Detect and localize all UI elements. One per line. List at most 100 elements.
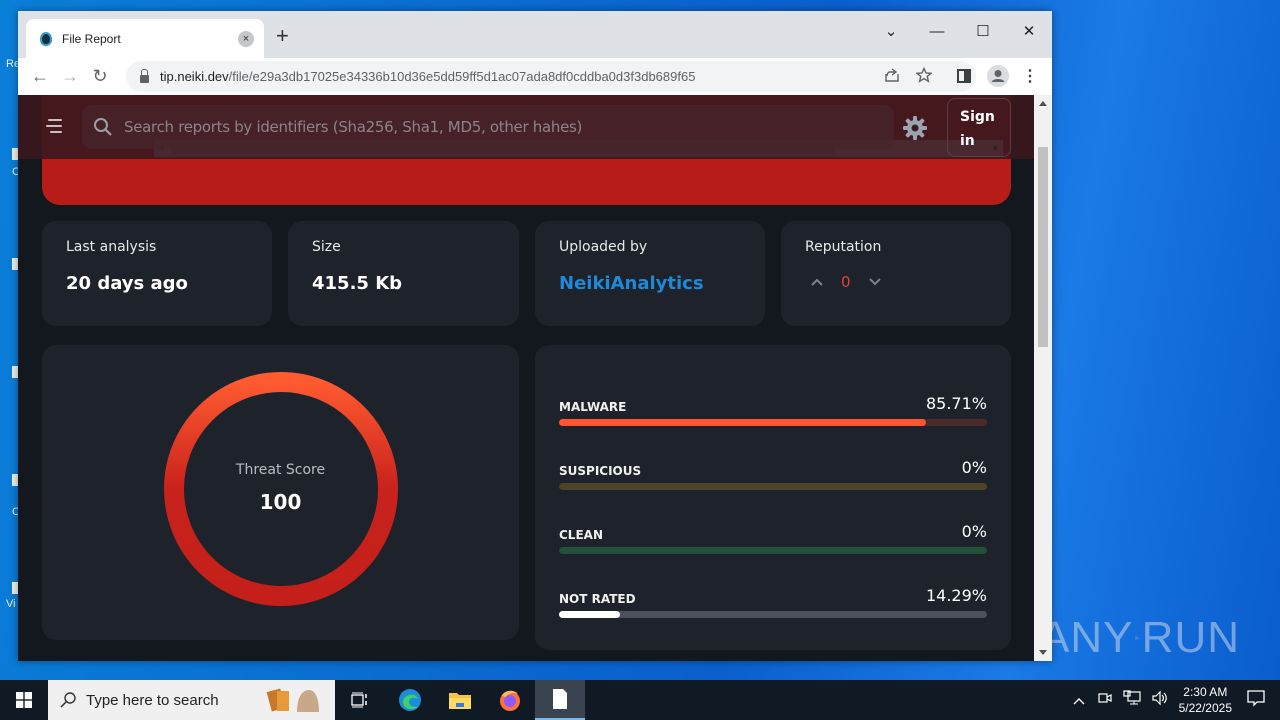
tab-strip: File Report × + ⌄ — ☐ ✕	[18, 11, 1052, 58]
task-view-button[interactable]	[335, 680, 385, 720]
threat-score-title: Threat Score	[235, 462, 326, 478]
network-icon[interactable]	[1123, 689, 1141, 711]
uploader-link[interactable]: NeikiAnalytics	[559, 273, 704, 294]
notifications-icon[interactable]	[1246, 688, 1266, 713]
system-tray: 2:30 AM 5/22/2025	[1073, 680, 1280, 720]
side-panel-icon	[957, 69, 971, 83]
verdict-label: MALWARE	[559, 400, 627, 414]
verdict-row-malware: MALWARE 85.71%	[559, 394, 987, 426]
desktop-file-icon[interactable]	[12, 366, 20, 378]
taskbar-clock[interactable]: 2:30 AM 5/22/2025	[1179, 684, 1232, 716]
volume-icon[interactable]	[1151, 690, 1169, 711]
firefox-taskbar-button[interactable]	[485, 680, 535, 720]
verdict-row-clean: CLEAN 0%	[559, 522, 987, 554]
verdict-percent: 0%	[961, 522, 987, 541]
lock-icon	[140, 68, 149, 83]
threat-score-value: 100	[259, 490, 302, 514]
url-host: tip.neiki.dev	[160, 69, 229, 84]
edge-icon	[399, 689, 421, 711]
sign-in-button[interactable]: Sign in	[947, 98, 1011, 157]
reputation-voter: 0	[811, 273, 881, 291]
close-window-button[interactable]: ✕	[1022, 23, 1036, 40]
side-panel-button[interactable]	[950, 62, 978, 90]
play-logo-icon	[1135, 636, 1140, 640]
reputation-value: 0	[841, 273, 851, 291]
verdict-bar-fill	[559, 611, 621, 618]
stat-value: 20 days ago	[66, 273, 188, 294]
scroll-up-icon[interactable]	[1039, 101, 1047, 106]
desktop-file-icon[interactable]	[12, 582, 20, 594]
new-tab-button[interactable]: +	[276, 23, 289, 48]
verdict-bar-track	[559, 419, 987, 426]
browser-toolbar: ← → ↻ tip.neiki.dev/file/e29a3db17025e34…	[18, 58, 1052, 95]
firefox-icon	[500, 690, 520, 711]
taskbar-search-box[interactable]: Type here to search	[48, 680, 335, 720]
verdict-row-not-rated: NOT RATED 14.29%	[559, 586, 987, 618]
verdict-label: NOT RATED	[559, 592, 636, 606]
close-tab-icon[interactable]: ×	[238, 30, 254, 47]
sign-in-label: Sign	[960, 109, 995, 125]
hamburger-menu-icon[interactable]	[46, 119, 62, 137]
stat-value: 415.5 Kb	[312, 273, 403, 294]
uploaded-by-card: Uploaded by NeikiAnalytics	[535, 221, 765, 326]
search-input[interactable]: Search reports by identifiers (Sha256, S…	[82, 105, 894, 149]
upvote-chevron-up-icon[interactable]	[811, 275, 823, 290]
reload-button[interactable]: ↻	[92, 66, 108, 86]
start-button[interactable]	[0, 680, 48, 720]
minimize-button[interactable]: —	[929, 22, 945, 40]
forward-button[interactable]: →	[61, 66, 79, 86]
avatar-icon	[987, 65, 1009, 87]
bookmark-star-icon[interactable]	[916, 67, 932, 83]
downvote-chevron-down-icon[interactable]	[868, 275, 881, 290]
scroll-down-icon[interactable]	[1039, 650, 1047, 655]
desktop-file-icon[interactable]	[12, 258, 20, 270]
folder-icon	[449, 693, 471, 709]
vertical-scroll-thumb[interactable]	[1038, 147, 1048, 347]
tab-search-button[interactable]: ⌄	[884, 23, 898, 40]
desktop-file-icon[interactable]	[12, 148, 20, 160]
desktop-icons: Re C C Vi	[0, 0, 20, 660]
threat-score-card: Threat Score 100	[42, 345, 519, 640]
stat-label: Reputation	[805, 239, 882, 255]
file-explorer-taskbar-button[interactable]	[435, 680, 485, 720]
verdict-bar-track	[559, 483, 987, 490]
profile-button[interactable]	[984, 62, 1012, 90]
address-bar[interactable]: tip.neiki.dev/file/e29a3db17025e34336b10…	[126, 61, 976, 92]
back-button[interactable]: ←	[31, 66, 49, 86]
menu-kebab-button[interactable]: ⋮	[1022, 68, 1038, 85]
watermark-text-right: RUN	[1141, 613, 1240, 662]
gear-icon[interactable]	[902, 115, 928, 141]
windows-taskbar: Type here to search 2:30 AM 5/22/202	[0, 680, 1280, 720]
verdict-label: CLEAN	[559, 528, 603, 542]
search-highlight-image	[263, 686, 321, 714]
desktop-icon-label: Re	[6, 58, 21, 70]
desktop-icon-label: C	[12, 166, 20, 178]
verdict-bar-track	[559, 547, 987, 554]
site-favicon-icon	[40, 31, 52, 46]
desktop-file-icon[interactable]	[12, 474, 20, 486]
size-card: Size 415.5 Kb	[288, 221, 519, 326]
show-hidden-icons-chevron-up-icon[interactable]	[1073, 692, 1085, 708]
watermark-text-left: ANY	[1040, 613, 1134, 662]
share-icon[interactable]	[884, 67, 900, 83]
notepad-taskbar-button[interactable]	[535, 680, 585, 720]
windows-logo-icon	[16, 692, 32, 708]
desktop-icon-label: C	[12, 506, 20, 518]
verdict-percent: 85.71%	[925, 394, 987, 413]
verdict-bar-track	[559, 611, 987, 618]
sign-in-label: in	[960, 133, 975, 149]
verdict-percent: 0%	[961, 458, 987, 477]
clock-time: 2:30 AM	[1183, 685, 1228, 699]
url-text: tip.neiki.dev/file/e29a3db17025e34336b10…	[160, 69, 695, 84]
edge-taskbar-button[interactable]	[385, 680, 435, 720]
last-analysis-card: Last analysis 20 days ago	[42, 221, 272, 326]
vertical-scrollbar[interactable]	[1034, 95, 1052, 661]
verdict-breakdown-card: MALWARE 85.71% SUSPICIOUS 0% CLEAN 0%	[535, 345, 1011, 650]
search-placeholder: Search reports by identifiers (Sha256, S…	[124, 118, 583, 136]
maximize-button[interactable]: ☐	[976, 23, 990, 40]
desktop-icon-label: Vi	[6, 598, 16, 610]
stat-label: Last analysis	[66, 239, 157, 255]
page-viewport: Search reports by identifiers (Sha256, S…	[18, 95, 1034, 661]
tab-file-report[interactable]: File Report ×	[26, 19, 264, 58]
meet-now-icon[interactable]	[1097, 690, 1113, 711]
